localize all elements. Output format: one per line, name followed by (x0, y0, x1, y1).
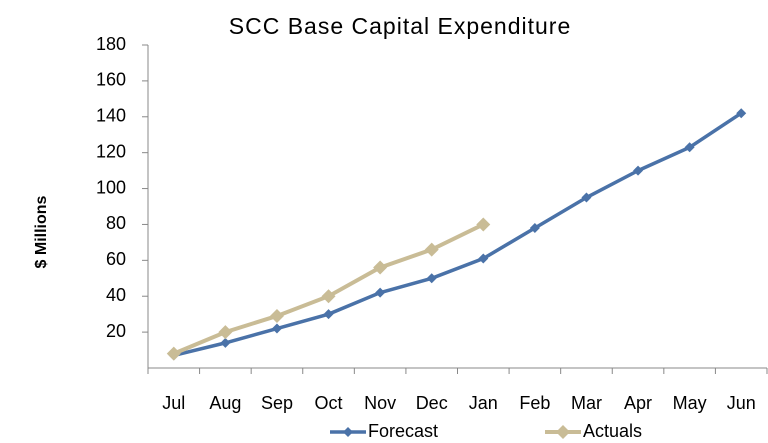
legend-label: Actuals (583, 421, 642, 441)
x-tick-label: Jun (727, 393, 756, 413)
y-tick-label: 140 (96, 106, 126, 126)
marker (478, 253, 489, 264)
y-tick-label: 180 (96, 34, 126, 54)
y-tick-label: 100 (96, 177, 126, 197)
marker (321, 289, 336, 304)
marker (373, 260, 388, 275)
y-tick-label: 120 (96, 141, 126, 161)
marker (581, 192, 592, 203)
legend-label: Forecast (368, 421, 438, 441)
x-tick-label: Aug (209, 393, 241, 413)
marker (424, 242, 439, 257)
x-tick-label: Apr (624, 393, 652, 413)
y-axis-label: $ Millions (33, 195, 50, 268)
x-tick-label: Sep (261, 393, 293, 413)
x-tick-label: May (673, 393, 707, 413)
y-tick-label: 40 (106, 285, 126, 305)
marker (218, 325, 233, 340)
marker (271, 323, 282, 334)
legend-marker (343, 427, 353, 437)
marker (269, 308, 284, 323)
marker (166, 346, 181, 361)
x-tick-label: Nov (364, 393, 396, 413)
x-tick-label: Mar (571, 393, 602, 413)
series-line (173, 111, 743, 358)
marker (426, 273, 437, 284)
legend-marker (556, 425, 570, 439)
marker (684, 142, 695, 153)
x-tick-label: Dec (416, 393, 448, 413)
marker (220, 337, 231, 348)
chart-title: SCC Base Capital Expenditure (229, 13, 572, 39)
marker (375, 287, 386, 298)
y-tick-label: 160 (96, 70, 126, 90)
x-tick-label: Feb (519, 393, 550, 413)
y-tick-label: 80 (106, 213, 126, 233)
marker (323, 309, 334, 320)
x-tick-label: Jan (469, 393, 498, 413)
marker (476, 217, 491, 232)
y-tick-label: 60 (106, 249, 126, 269)
marker (633, 165, 644, 176)
marker (529, 223, 540, 234)
x-tick-label: Jul (162, 393, 185, 413)
y-tick-label: 20 (106, 321, 126, 341)
marker (736, 108, 747, 119)
series-line (173, 222, 485, 356)
x-tick-label: Oct (315, 393, 343, 413)
